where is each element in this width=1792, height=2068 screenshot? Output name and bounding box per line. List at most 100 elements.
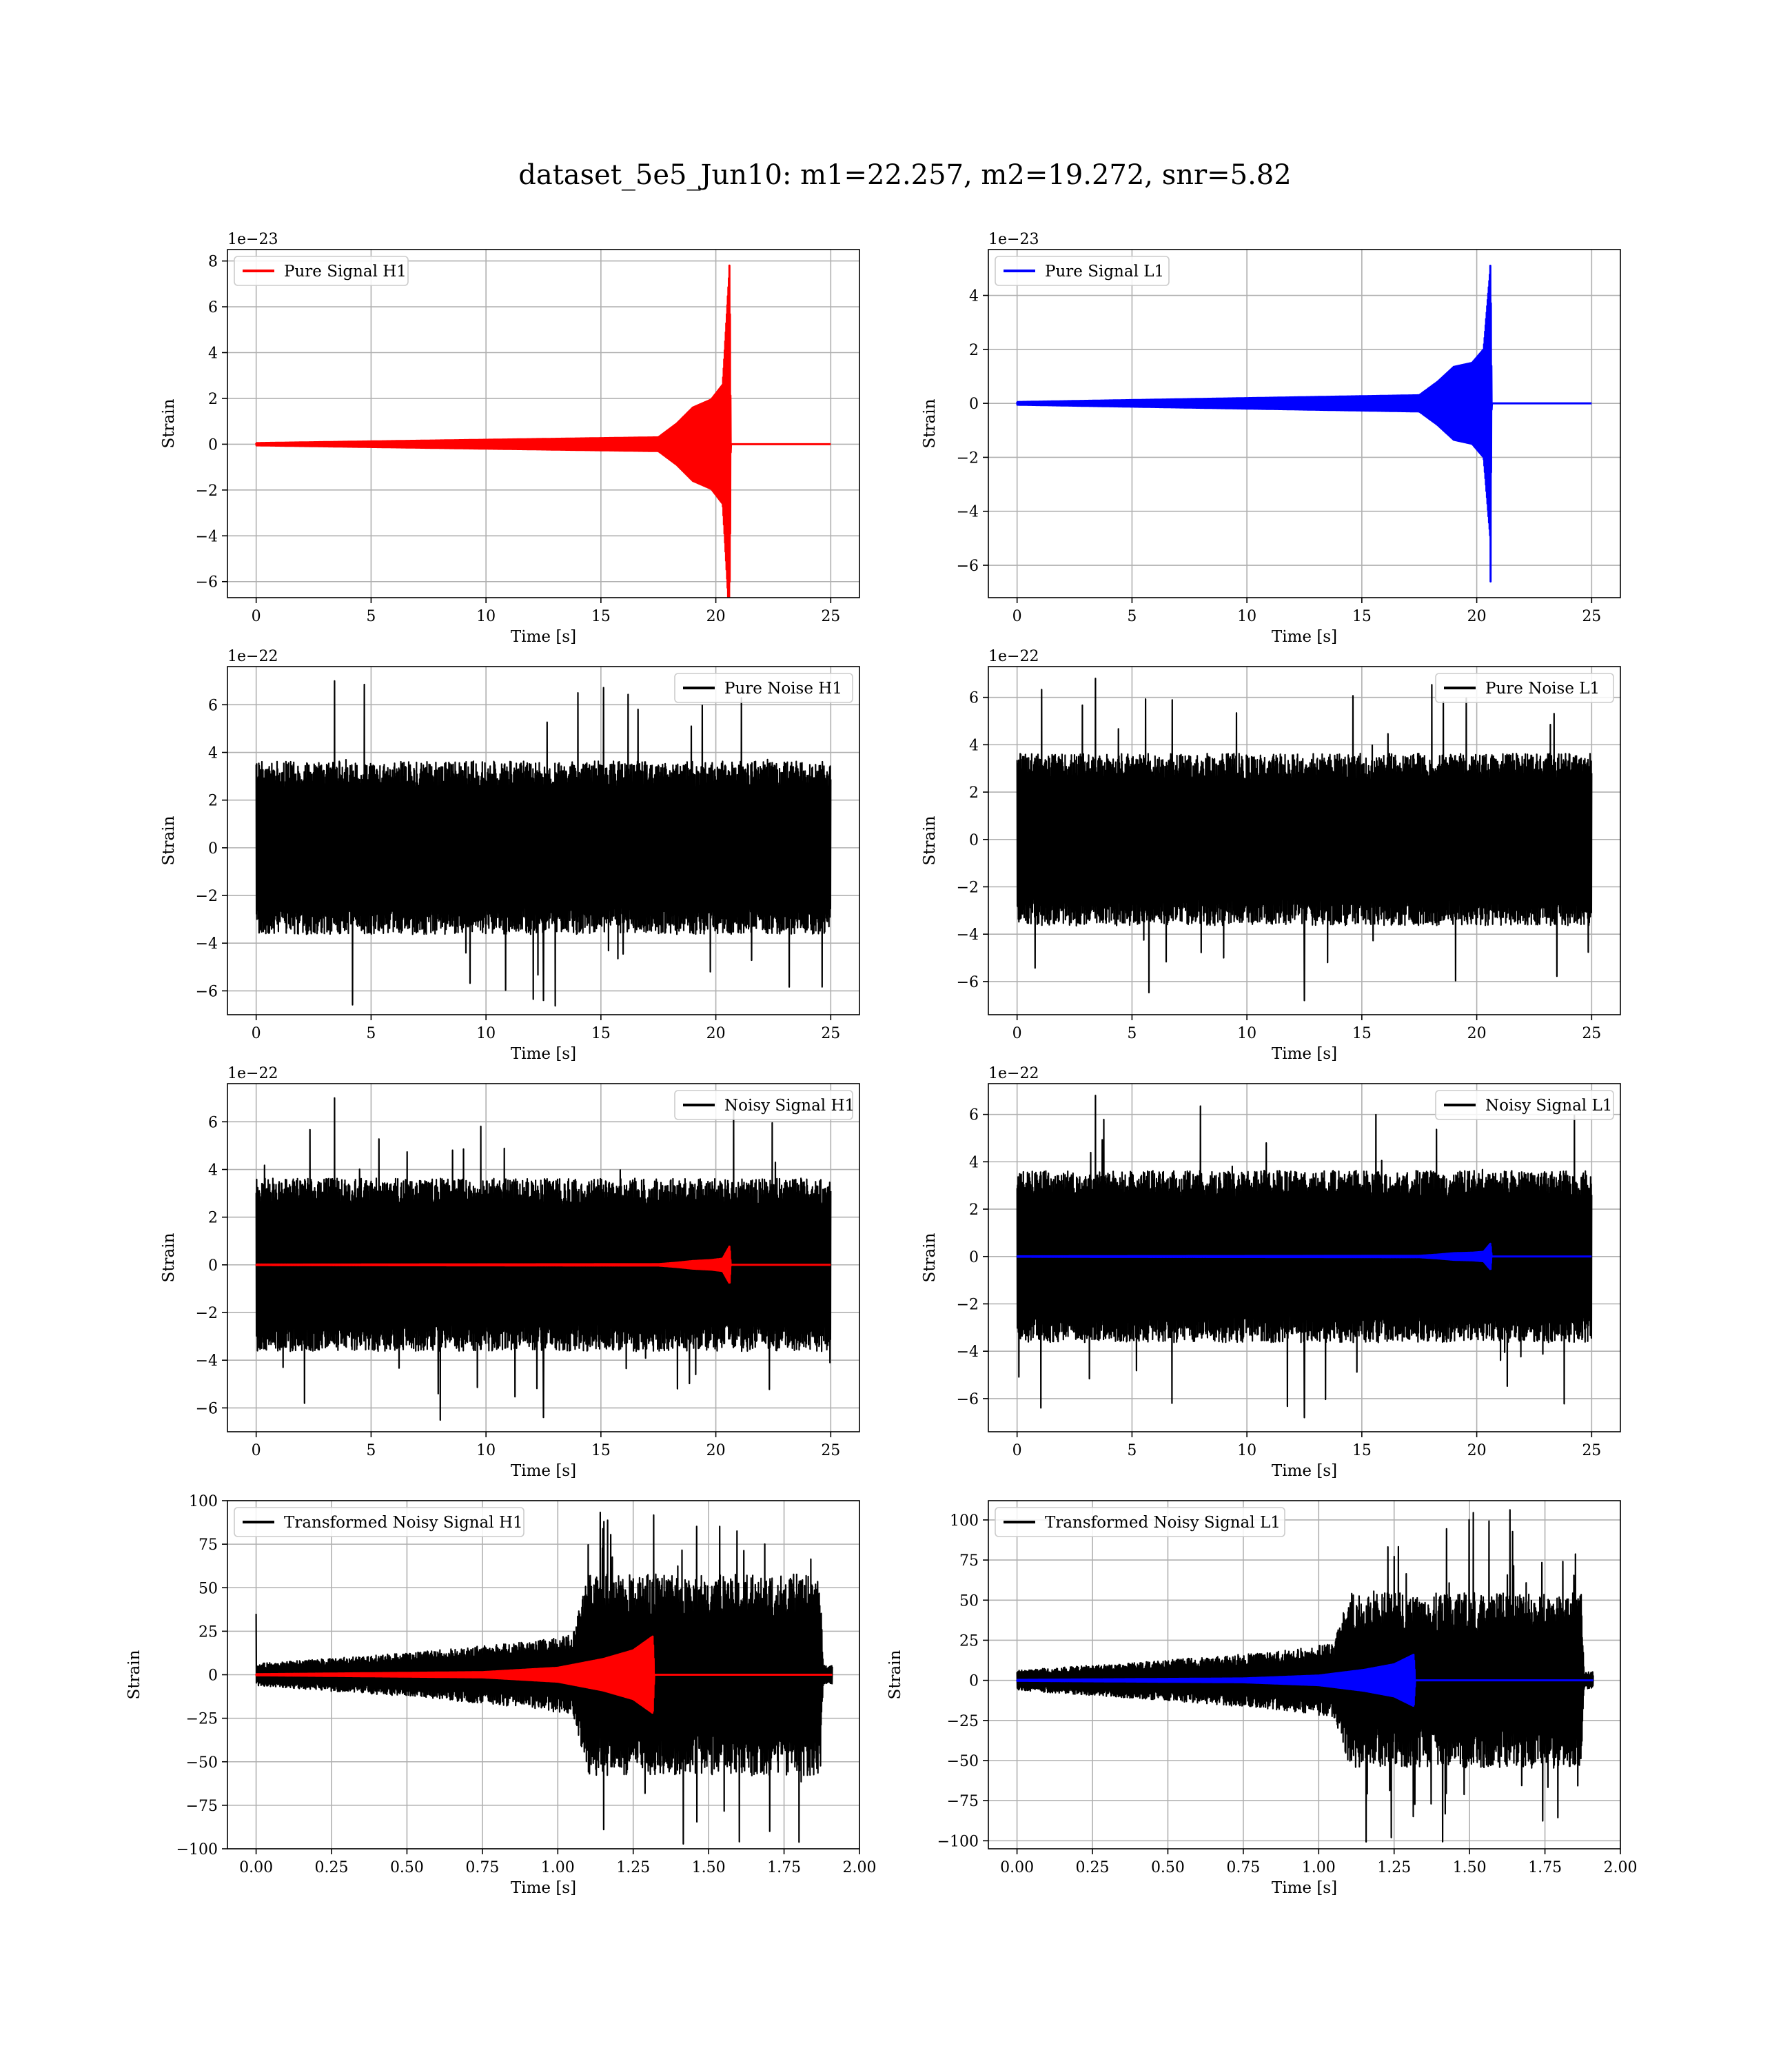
y-tick-label: 0 (208, 1667, 218, 1685)
y-tick-label: 6 (969, 1107, 979, 1124)
x-tick-label: 0.25 (1076, 1859, 1110, 1876)
x-tick-label: 5 (1127, 1025, 1137, 1042)
axes-frame (227, 249, 860, 598)
x-axis-label: Time [s] (511, 628, 576, 646)
y-tick-label: 2 (208, 793, 218, 810)
x-tick-label: 0.50 (390, 1859, 424, 1876)
y-tick-label: −2 (196, 888, 218, 905)
x-tick-label: 0 (252, 608, 261, 625)
y-axis-label: Strain (160, 815, 178, 865)
series-line-primary (255, 680, 832, 1007)
figure-title: dataset_5e5_Jun10: m1=22.257, m2=19.272,… (518, 159, 1291, 191)
y-tick-label: −100 (176, 1841, 218, 1858)
y-tick-label: −50 (947, 1753, 979, 1770)
x-tick-label: 20 (1467, 1025, 1487, 1042)
x-tick-label: 15 (591, 1442, 611, 1459)
series-line-primary (1016, 1095, 1593, 1419)
x-tick-label: 1.25 (1377, 1859, 1411, 1876)
y-axis-label: Strain (160, 398, 178, 448)
y-tick-label: −4 (957, 1344, 979, 1361)
x-tick-label: 10 (476, 1025, 496, 1042)
y-tick-label: 2 (969, 784, 979, 802)
x-tick-label: 5 (1127, 608, 1137, 625)
y-tick-label: 0 (969, 832, 979, 849)
y-tick-label: 50 (198, 1580, 218, 1597)
x-tick-label: 0 (252, 1442, 261, 1459)
y-tick-label: 4 (969, 1154, 979, 1171)
x-tick-label: 15 (1352, 608, 1372, 625)
y-tick-label: 6 (208, 697, 218, 714)
axes-frame (227, 666, 860, 1015)
y-tick-label: 75 (198, 1537, 218, 1554)
y-tick-label: −4 (196, 528, 218, 545)
series-line-primary (255, 1511, 833, 1845)
x-tick-label: 10 (476, 608, 496, 625)
x-tick-label: 0.75 (1226, 1859, 1260, 1876)
y-tick-label: −100 (937, 1833, 979, 1850)
panel-pure-noise-l1: 0 5 10 15 20 25 −6 −4 −2 0 2 4 6 Time [s] Strain 1e−22 P… (921, 648, 1621, 1063)
legend-label: Transformed Noisy Signal H1 (284, 1514, 523, 1532)
x-tick-label: 1.00 (541, 1859, 575, 1876)
legend-box (1435, 673, 1614, 703)
y-tick-label: 0 (969, 1249, 979, 1266)
y-tick-label: −6 (196, 574, 218, 591)
y-axis-label: Strain (921, 815, 939, 865)
y-tick-label: −4 (196, 935, 218, 953)
y-tick-label: −75 (186, 1798, 218, 1815)
y-tick-label: 4 (208, 345, 218, 363)
x-tick-label: 20 (1467, 1442, 1487, 1459)
x-tick-label: 25 (1582, 1442, 1601, 1459)
y-tick-label: 4 (969, 288, 979, 305)
y-tick-label: −2 (957, 449, 979, 467)
y-tick-label: −50 (186, 1754, 218, 1772)
y-offset-label: 1e−22 (227, 648, 278, 665)
plot-area (1016, 265, 1593, 582)
x-tick-label: 15 (1352, 1025, 1372, 1042)
x-tick-label: 1.00 (1302, 1859, 1336, 1876)
x-tick-label: 1.75 (1528, 1859, 1562, 1876)
axes-frame (988, 249, 1621, 598)
axes-frame (227, 1083, 860, 1432)
x-tick-label: 15 (591, 608, 611, 625)
y-axis-label: Strain (160, 1233, 178, 1282)
legend-box (995, 256, 1170, 286)
x-tick-label: 1.50 (692, 1859, 726, 1876)
legend-box (234, 256, 409, 286)
legend: Transformed Noisy Signal L1 (995, 1507, 1285, 1537)
legend-label: Pure Noise L1 (1485, 680, 1600, 698)
x-axis-label: Time [s] (511, 1879, 576, 1897)
panel-pure-signal-l1: 0 5 10 15 20 25 −6 −4 −2 0 2 4 Time [s] Strain 1e−23 Pu… (921, 231, 1621, 646)
x-tick-label: 5 (366, 608, 376, 625)
y-tick-label: 25 (959, 1632, 979, 1650)
y-tick-label: −2 (196, 483, 218, 500)
legend-label: Pure Signal L1 (1045, 263, 1164, 281)
panel-pure-signal-h1: 0 5 10 15 20 25 −6 −4 −2 0 2 4 6 8 Time [s] Strain 1e−23… (160, 231, 860, 646)
axes-frame (988, 666, 1621, 1015)
y-axis-label: Strain (921, 398, 939, 448)
legend: Pure Signal L1 (995, 256, 1170, 286)
legend: Transformed Noisy Signal H1 (234, 1507, 525, 1537)
x-tick-label: 25 (821, 1025, 840, 1042)
x-tick-label: 5 (1127, 1442, 1137, 1459)
x-tick-label: 0 (1012, 1442, 1022, 1459)
x-tick-label: 20 (706, 608, 726, 625)
y-tick-label: −25 (947, 1713, 979, 1730)
plot-area (255, 264, 832, 598)
series-line-primary (255, 1097, 832, 1421)
y-tick-label: −4 (196, 1352, 218, 1370)
y-tick-label: −2 (196, 1305, 218, 1322)
plot-area (1016, 678, 1593, 1002)
y-tick-label: 0 (208, 840, 218, 858)
x-tick-label: 0.00 (1000, 1859, 1034, 1876)
series-line-primary (1016, 678, 1593, 1002)
legend-box (674, 673, 853, 703)
y-tick-label: −2 (957, 1296, 979, 1313)
y-tick-label: −6 (957, 558, 979, 575)
panel-pure-noise-h1: 0 5 10 15 20 25 −6 −4 −2 0 2 4 6 Time [s] Strain 1e−22 P… (160, 648, 860, 1063)
x-tick-label: 2.00 (843, 1859, 877, 1876)
x-axis-label: Time [s] (1272, 1045, 1337, 1063)
x-tick-label: 0.25 (315, 1859, 349, 1876)
plot-area (1016, 1509, 1594, 1843)
y-tick-label: 0 (208, 436, 218, 454)
